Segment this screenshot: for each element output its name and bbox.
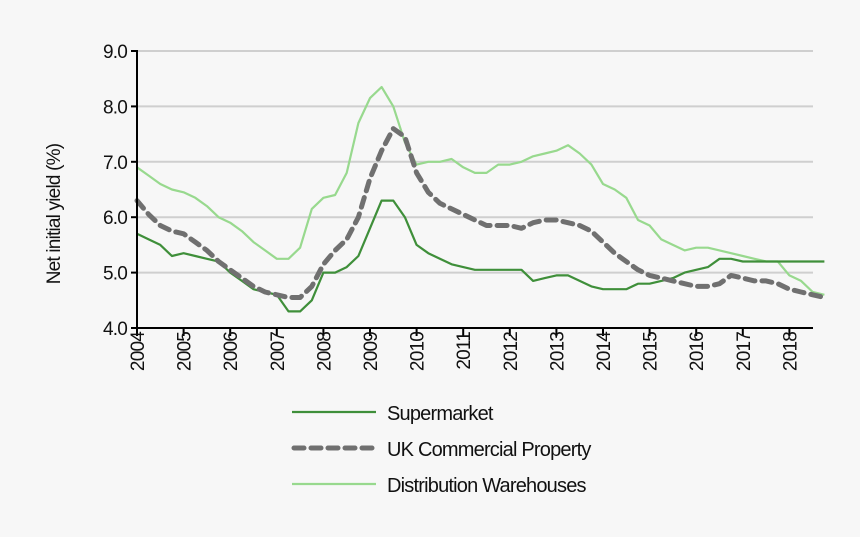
x-tick-label: 2012 [501, 332, 522, 371]
y-tick-label: 7.0 [103, 153, 127, 174]
y-tick-label: 8.0 [103, 97, 127, 118]
x-tick-label: 2013 [547, 332, 568, 371]
x-tick-label: 2010 [408, 332, 429, 371]
x-tick-label: 2009 [361, 332, 382, 371]
y-tick-label: 4.0 [103, 319, 127, 340]
y-tick-label: 9.0 [103, 42, 127, 63]
legend-label: Supermarket [387, 403, 494, 425]
x-tick-label: 2004 [128, 331, 149, 371]
series-line-distribution-warehouses [136, 85, 825, 296]
series-line-uk-commercial-property [134, 126, 827, 300]
y-axis-label: Net initial yield (%) [44, 143, 65, 284]
legend-label: UK Commercial Property [387, 439, 591, 461]
x-tick-label: 2016 [687, 332, 708, 371]
x-tick-label: 2011 [454, 332, 475, 370]
x-tick-label: 2006 [221, 332, 242, 371]
y-tick-label: 5.0 [103, 264, 127, 285]
x-tick-label: 2014 [594, 331, 615, 371]
y-tick-label: 6.0 [103, 208, 127, 229]
x-tick-label: 2015 [641, 332, 662, 371]
series-lines [134, 85, 827, 313]
x-tick-label: 2007 [268, 332, 289, 371]
legend: Supermarket UK Commercial Property Distrib… [291, 403, 592, 497]
x-tick-label: 2018 [780, 332, 801, 371]
axes: 4.0 5.0 6.0 7.0 8.0 9.0 2004 2005 2006 2007 2008 20… [103, 42, 813, 371]
x-tick-label: 2008 [314, 332, 335, 371]
x-tick-label: 2005 [175, 332, 196, 371]
gridlines [137, 50, 813, 274]
legend-label: Distribution Warehouses [387, 475, 587, 497]
x-tick-label: 2017 [734, 332, 755, 371]
